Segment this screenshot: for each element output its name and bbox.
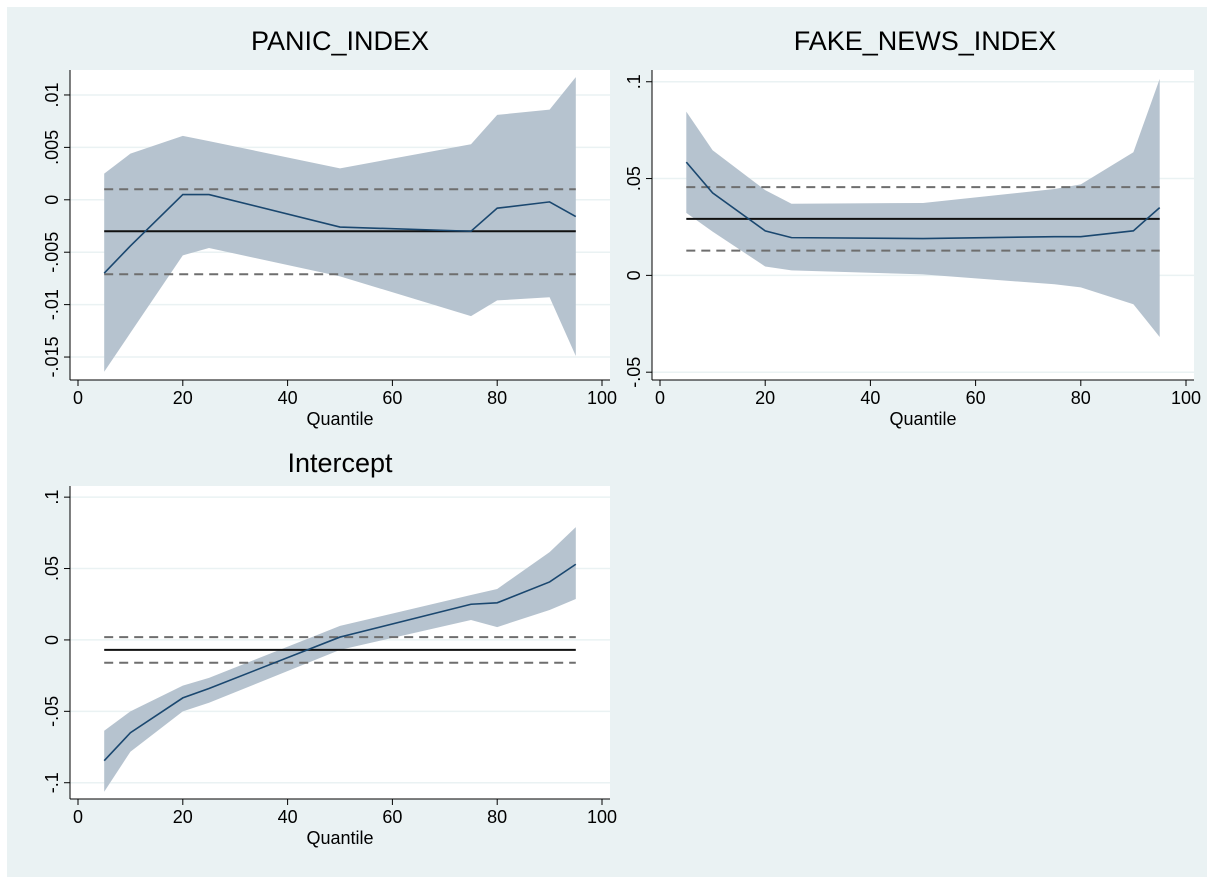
y-tick-label: -.005 (42, 232, 62, 273)
x-tick-label: 80 (487, 388, 507, 408)
x-tick-label: 0 (73, 807, 83, 827)
chart-title: FAKE_NEWS_INDEX (794, 26, 1057, 56)
y-tick-label: -.015 (42, 337, 62, 378)
y-tick-label: 0 (42, 195, 62, 205)
y-tick-label: .1 (624, 74, 644, 89)
coefficient-line (103, 193, 577, 274)
y-tick-label: .05 (624, 166, 644, 191)
x-tick-label: 20 (173, 388, 193, 408)
confidence-band (686, 78, 1160, 337)
x-tick-label: 40 (278, 807, 298, 827)
x-axis-label: Quantile (889, 409, 956, 429)
x-tick-label: 60 (382, 388, 402, 408)
x-tick-label: 100 (587, 807, 617, 827)
x-tick-label: 80 (487, 807, 507, 827)
y-tick-label: .005 (42, 130, 62, 165)
x-axis-label: Quantile (306, 828, 373, 848)
y-tick-label: -.05 (624, 357, 644, 388)
y-tick-label: .01 (42, 82, 62, 107)
y-tick-label: 0 (624, 270, 644, 280)
x-tick-label: 0 (73, 388, 83, 408)
x-tick-label: 40 (860, 388, 880, 408)
y-tick-label: .05 (42, 556, 62, 581)
y-tick-label: 0 (42, 635, 62, 645)
x-tick-label: 60 (966, 388, 986, 408)
y-tick-label: -.05 (42, 696, 62, 727)
y-tick-label: -.1 (42, 772, 62, 793)
x-tick-label: 20 (755, 388, 775, 408)
y-tick-label: -.01 (42, 289, 62, 320)
x-tick-label: 60 (382, 807, 402, 827)
x-tick-label: 80 (1071, 388, 1091, 408)
x-tick-label: 0 (655, 388, 665, 408)
chart-title: Intercept (287, 448, 393, 478)
x-axis-label: Quantile (306, 409, 373, 429)
coefficient-line (103, 563, 577, 762)
coefficient-line (685, 161, 1161, 240)
x-tick-label: 40 (278, 388, 298, 408)
x-tick-label: 20 (173, 807, 193, 827)
x-tick-label: 100 (1171, 388, 1201, 408)
y-tick-label: .1 (42, 490, 62, 505)
chart-title: PANIC_INDEX (251, 26, 429, 56)
x-tick-label: 100 (587, 388, 617, 408)
confidence-band (104, 77, 576, 372)
